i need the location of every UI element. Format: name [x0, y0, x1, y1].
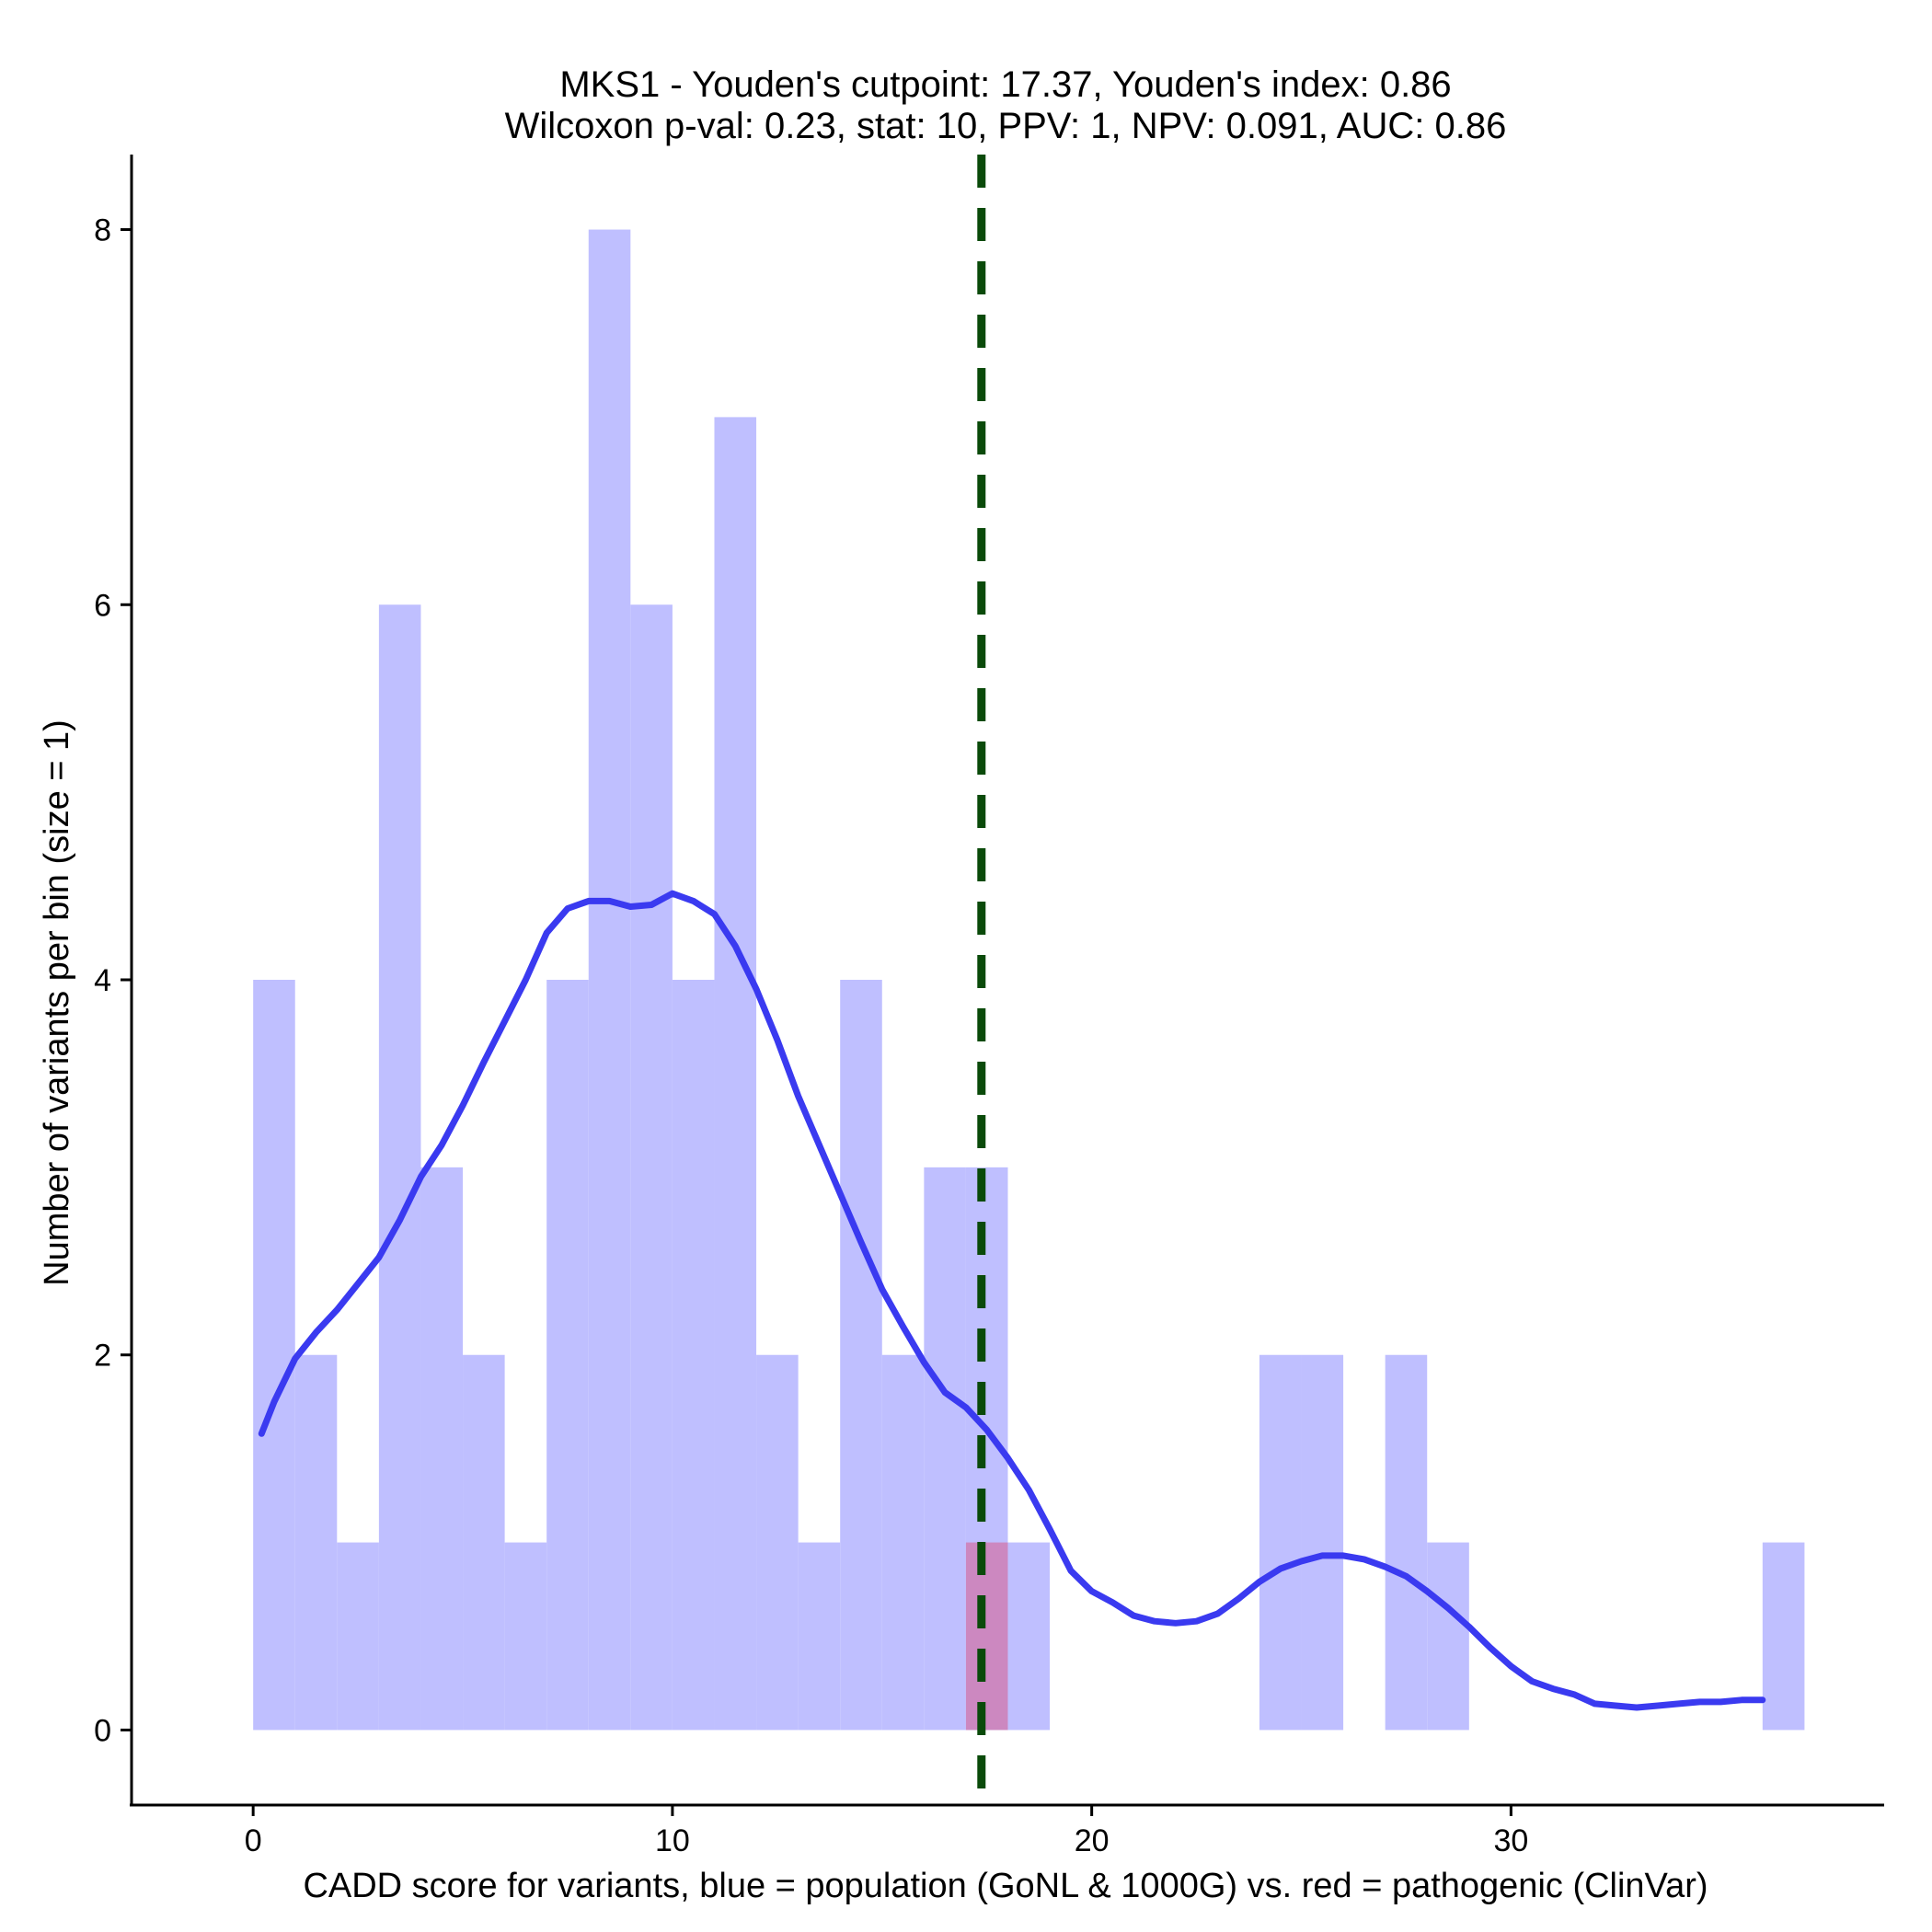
population-bar-12	[756, 1354, 799, 1731]
x-axis-label: CADD score for variants, blue = populati…	[303, 1867, 1708, 1905]
density-curve	[258, 890, 1766, 1711]
pathogenic-bars	[965, 1542, 1008, 1731]
population-bar-5	[463, 1354, 505, 1731]
x-tick-label-20: 20	[1075, 1823, 1110, 1858]
y-tick-label-4: 4	[94, 963, 111, 998]
population-bar-24	[1259, 1354, 1302, 1731]
pathogenic-bar-17	[965, 1542, 1008, 1731]
population-bar-3	[378, 604, 421, 1731]
population-bar-10	[672, 980, 715, 1731]
x-axis-ticks: 0 10 20 30	[245, 1805, 1528, 1858]
y-axis-label: Number of variants per bin (size = 1)	[38, 719, 76, 1286]
x-tick-label-0: 0	[245, 1823, 262, 1858]
x-tick-label-30: 30	[1493, 1823, 1528, 1858]
population-bar-27	[1385, 1354, 1428, 1731]
population-bar-6	[504, 1542, 547, 1731]
population-bar-8	[588, 229, 631, 1731]
population-bars	[253, 229, 1805, 1731]
population-bar-15	[881, 1354, 925, 1731]
y-tick-label-6: 6	[94, 588, 111, 623]
y-tick-label-8: 8	[94, 213, 111, 248]
chart-title-line-2: Wilcoxon p-val: 0.23, stat: 10, PPV: 1, …	[505, 106, 1507, 146]
y-axis-ticks: 0 2 4 6 8	[94, 213, 132, 1748]
y-tick-label-2: 2	[94, 1339, 111, 1374]
population-bar-16	[924, 1167, 966, 1731]
population-bar-4	[420, 1167, 464, 1731]
y-tick-label-0: 0	[94, 1713, 111, 1748]
population-bar-0	[253, 980, 295, 1731]
population-bar-25	[1301, 1354, 1344, 1731]
population-bar-28	[1427, 1542, 1469, 1731]
population-bar-14	[840, 980, 882, 1731]
population-bar-36	[1762, 1542, 1805, 1731]
population-bar-1	[294, 1354, 338, 1731]
population-bar-9	[630, 604, 673, 1731]
population-bar-11	[714, 417, 757, 1731]
population-bar-2	[337, 1542, 379, 1731]
chart-title-line-1: MKS1 - Youden's cutpoint: 17.37, Youden'…	[559, 64, 1451, 105]
x-tick-label-10: 10	[655, 1823, 690, 1858]
population-bar-18	[1007, 1542, 1051, 1731]
population-bar-13	[798, 1542, 841, 1731]
population-bar-7	[546, 980, 589, 1731]
